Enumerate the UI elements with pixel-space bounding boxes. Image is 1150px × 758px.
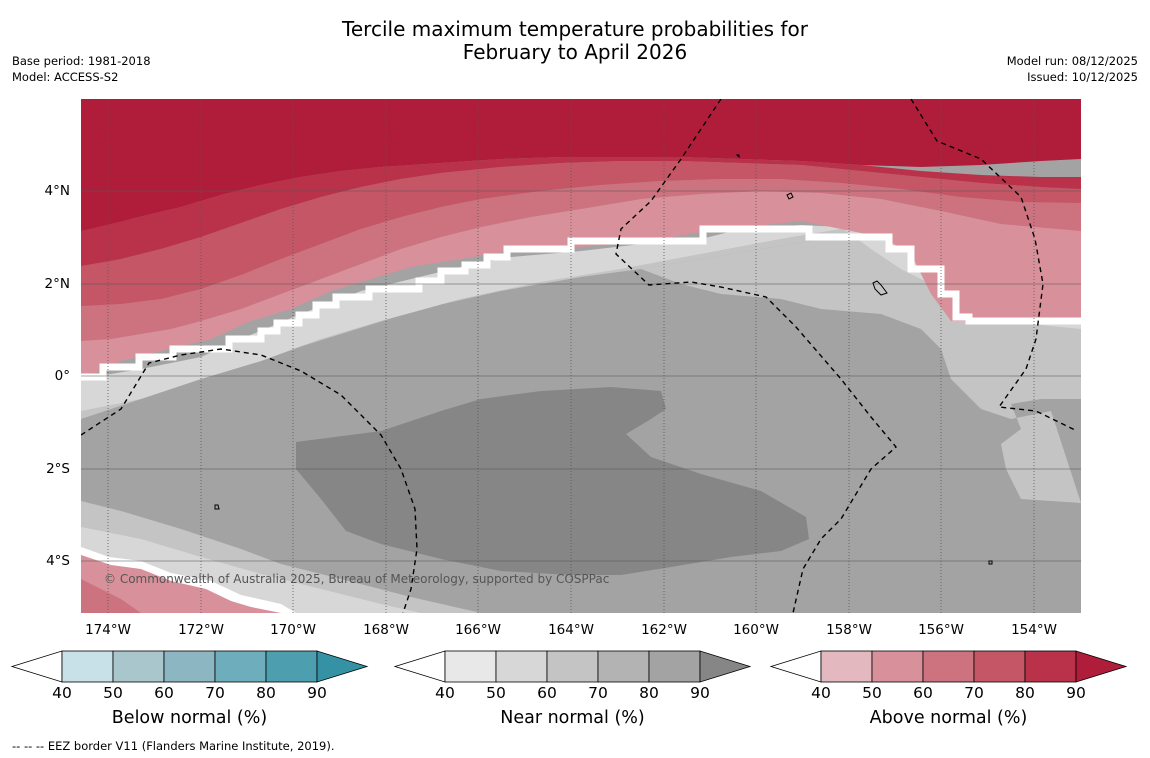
below-cbar-arrow-left: [10, 650, 63, 683]
near-normal-60-70-region-east: [641, 239, 1081, 613]
above-normal-60-70-region-sw: [81, 579, 141, 613]
near-tick-50: 50: [486, 684, 506, 702]
below-tick-90: 90: [307, 684, 327, 702]
colorbar-near-title: Near normal (%): [500, 708, 645, 728]
below-tick-40: 40: [52, 684, 72, 702]
eez-borders: [81, 99, 1078, 613]
below-cbar-60-70: [163, 650, 216, 683]
lon-label-156w: 156°W: [918, 622, 964, 638]
above-tick-50: 50: [862, 684, 882, 702]
title-line-2: February to April 2026: [462, 40, 688, 64]
above-tick-60: 60: [913, 684, 933, 702]
meta-right: Model run: 08/12/2025 Issued: 10/12/2025: [1007, 54, 1138, 85]
near-cbar-40-50: [444, 650, 497, 683]
above-tick-70: 70: [964, 684, 984, 702]
probability-map: [81, 99, 1081, 613]
colorbar-above-title: Above normal (%): [869, 708, 1028, 728]
latitude-gridlines: [81, 190, 1081, 562]
near-tick-60: 60: [537, 684, 557, 702]
above-cbar-40-50: [820, 650, 873, 683]
issued-text: Issued: 10/12/2025: [1027, 69, 1138, 84]
map-title: Tercile maximum temperature probabilitie…: [0, 18, 1150, 64]
colorbar-below-title: Below normal (%): [111, 708, 268, 728]
lon-label-174w: 174°W: [85, 622, 131, 638]
map-canvas: [81, 99, 1081, 613]
below-cbar-70-80: [214, 650, 267, 683]
below-cbar-50-60: [112, 650, 165, 683]
lat-label-4n: 4°N: [44, 183, 70, 199]
lon-label-172w: 172°W: [178, 622, 224, 638]
lat-label-2n: 2°N: [44, 276, 70, 292]
below-cbar-40-50: [61, 650, 114, 683]
island-outlines: [214, 154, 993, 565]
colorbar-above-normal: [769, 650, 1128, 683]
below-tick-70: 70: [205, 684, 225, 702]
above-cbar-arrow-right: [1075, 650, 1128, 683]
above-normal-50-60-region-sw: [81, 555, 281, 613]
below-tick-60: 60: [154, 684, 174, 702]
above-cbar-70-80: [973, 650, 1026, 683]
lon-label-166w: 166°W: [455, 622, 501, 638]
near-cbar-50-60: [495, 650, 548, 683]
lon-label-158w: 158°W: [826, 622, 872, 638]
white-boundary-north: [81, 225, 1081, 381]
near-cbar-70-80: [597, 650, 650, 683]
above-normal-70-80-region-north: [81, 161, 1081, 306]
above-tick-80: 80: [1015, 684, 1035, 702]
copyright-notice: © Commonwealth of Australia 2025, Bureau…: [104, 572, 610, 586]
above-cbar-arrow-left: [769, 650, 822, 683]
near-tick-70: 70: [588, 684, 608, 702]
near-tick-80: 80: [639, 684, 659, 702]
lon-label-168w: 168°W: [363, 622, 409, 638]
above-cbar-50-60: [871, 650, 924, 683]
above-cbar-60-70: [922, 650, 975, 683]
above-normal-80-90-region-north: [81, 157, 1081, 266]
lat-label-2s: 2°S: [46, 461, 70, 477]
near-cbar-arrow-right: [699, 650, 752, 683]
below-tick-80: 80: [256, 684, 276, 702]
eez-footnote: -- -- -- EEZ border V11 (Flanders Marine…: [12, 739, 335, 753]
lat-label-0: 0°: [54, 368, 70, 384]
model-run-text: Model run: 08/12/2025: [1006, 54, 1138, 68]
above-normal-50-60-region-north: [81, 191, 1081, 379]
lon-label-154w: 154°W: [1011, 622, 1057, 638]
above-normal-90-plus-region-north: [81, 99, 1081, 231]
above-normal-60-70-region-north: [81, 179, 1081, 341]
base-period-text: Base period: 1981-2018: [12, 54, 151, 68]
near-normal-80-90-region: [296, 387, 809, 575]
title-line-1: Tercile maximum temperature probabilitie…: [342, 17, 808, 41]
above-tick-90: 90: [1066, 684, 1086, 702]
below-cbar-arrow-right: [316, 650, 369, 683]
above-cbar-80-90: [1024, 650, 1077, 683]
near-tick-90: 90: [690, 684, 710, 702]
near-cbar-80-90: [648, 650, 701, 683]
below-cbar-80-90: [265, 650, 318, 683]
lat-label-4s: 4°S: [46, 553, 70, 569]
near-tick-40: 40: [435, 684, 455, 702]
near-cbar-60-70: [546, 650, 599, 683]
above-tick-40: 40: [811, 684, 831, 702]
lon-label-170w: 170°W: [270, 622, 316, 638]
lon-label-164w: 164°W: [548, 622, 594, 638]
colorbar-below-normal: [10, 650, 369, 683]
colorbar-near-normal: [393, 650, 752, 683]
lon-label-162w: 162°W: [641, 622, 687, 638]
meta-left: Base period: 1981-2018 Model: ACCESS-S2: [12, 54, 151, 85]
model-text: Model: ACCESS-S2: [12, 69, 119, 84]
near-cbar-arrow-left: [393, 650, 446, 683]
lon-label-160w: 160°W: [733, 622, 779, 638]
below-tick-50: 50: [103, 684, 123, 702]
